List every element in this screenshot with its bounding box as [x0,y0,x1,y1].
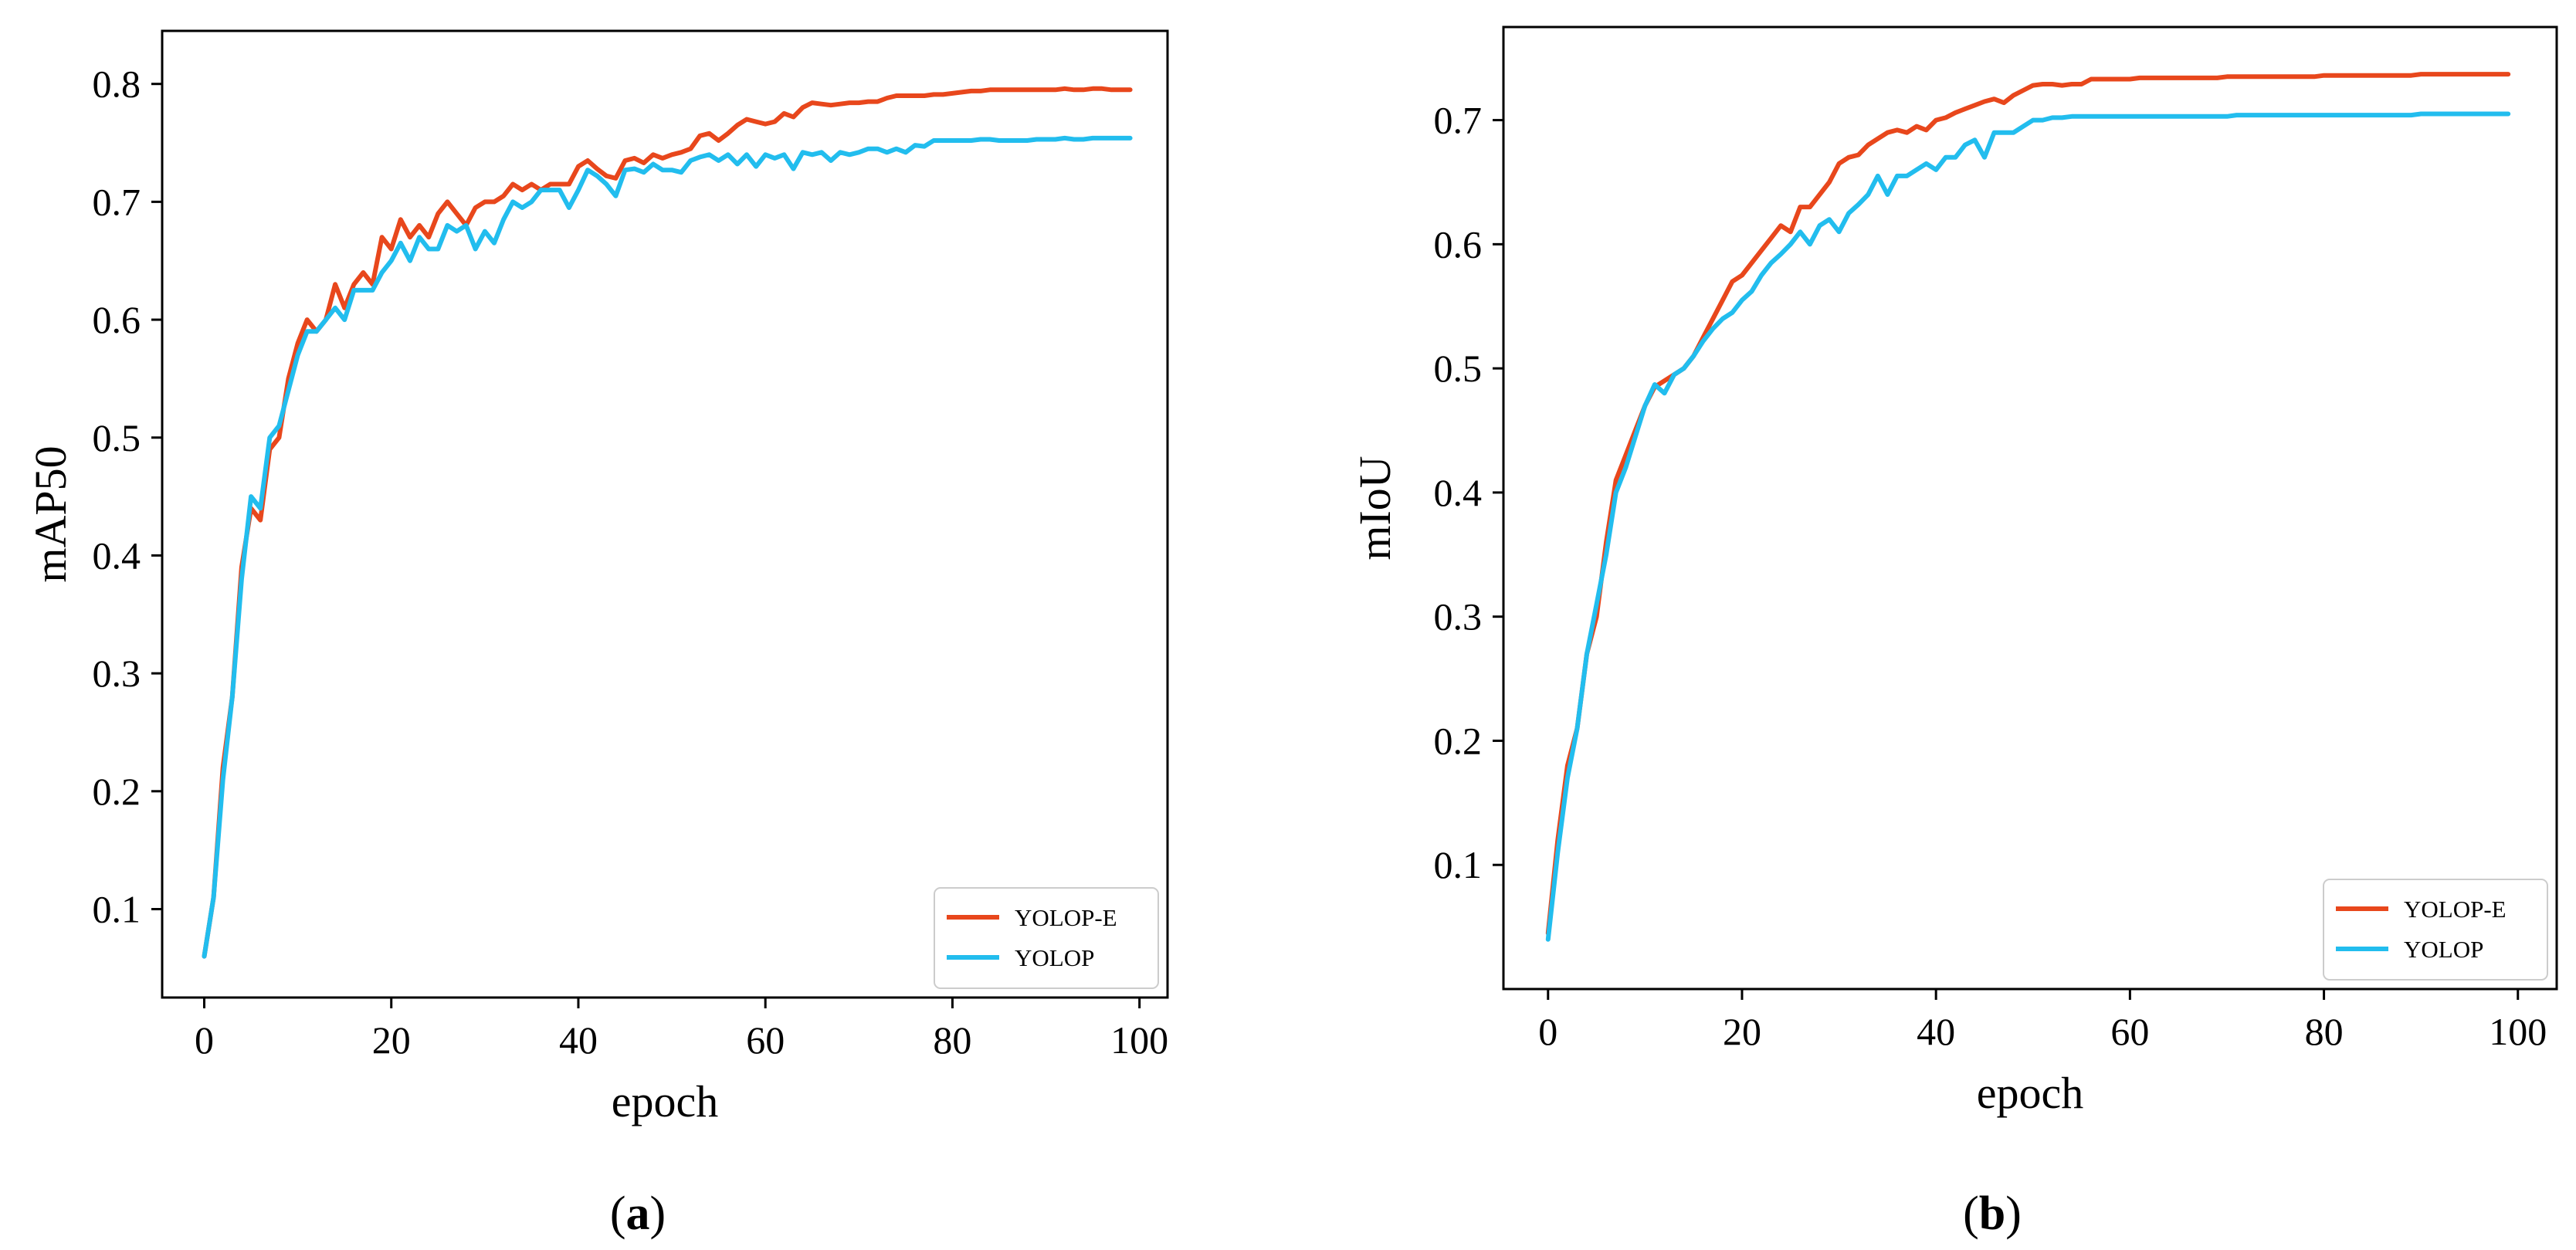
caption-letter: a [626,1187,650,1240]
y-tick-label: 0.7 [93,180,141,223]
y-tick-label: 0.8 [93,63,141,106]
y-tick-label: 0.2 [93,770,141,813]
y-tick-label: 0.2 [1434,719,1483,762]
x-tick-label: 40 [559,1018,598,1062]
x-tick-label: 60 [746,1018,785,1062]
chart-panel-b: 0 20 40 60 80 100 0.1 0.2 0.3 0.4 0.5 0.6 0.7 epoch mI… [1350,25,2558,1240]
y-tick-label: 0.5 [1434,347,1483,390]
x-tick-label: 60 [2110,1010,2149,1053]
y-tick-label: 0.1 [93,887,141,930]
x-tick-label: 100 [2489,1010,2547,1053]
y-tick-label: 0.1 [1434,843,1483,886]
x-tick-label: 80 [933,1018,971,1062]
y-tick-label: 0.6 [93,298,141,341]
caption-close-paren: ) [650,1187,666,1240]
y-tick-label: 0.4 [1434,471,1483,514]
y-axis-label: mIoU [1350,456,1400,560]
legend: YOLOP-E YOLOP [2323,879,2548,981]
legend-label-yolop: YOLOP [1015,944,1094,971]
legend-label-yolop: YOLOP [2404,936,2483,963]
chart-panel-a: 0 20 40 60 80 100 0.1 0.2 0.3 0.4 0.5 0.6 0.7 0.8 epoc… [25,29,1169,1240]
x-tick-label: 40 [1917,1010,1955,1053]
series-line-yolop [1545,111,2511,942]
y-axis-label: mAP50 [25,445,76,582]
x-axis-label: epoch [1977,1068,2084,1118]
x-axis-label: epoch [612,1076,719,1126]
legend-label-yolop-e: YOLOP-E [2404,896,2507,923]
legend-label-yolop-e: YOLOP-E [1015,904,1117,931]
plot-frame [161,29,1169,999]
series-line-yolop-e [1545,72,2511,936]
legend-box [2323,879,2548,981]
legend: YOLOP-E YOLOP [934,887,1159,989]
y-tick-label: 0.6 [1434,222,1483,266]
x-tick-label: 0 [1538,1010,1557,1053]
legend-box [934,887,1159,989]
y-tick-label: 0.5 [93,416,141,459]
series-line-yolop [202,135,1133,959]
caption-letter: b [1979,1187,2005,1240]
panel-caption: (a) [610,1187,666,1240]
x-tick-label: 20 [1723,1010,1761,1053]
y-tick-label: 0.7 [1434,99,1483,142]
panel-caption: (b) [1963,1187,2022,1240]
series-group [1545,72,2511,942]
series-line-yolop-e [202,86,1133,959]
y-tick-label: 0.4 [93,534,141,577]
series-group [202,86,1133,959]
x-tick-label: 0 [195,1018,214,1062]
y-tick-label: 0.3 [93,652,141,695]
x-tick-label: 100 [1110,1018,1168,1062]
x-tick-label: 20 [372,1018,411,1062]
caption-open-paren: ( [610,1187,626,1240]
caption-open-paren: ( [1963,1187,1979,1240]
y-tick-label: 0.3 [1434,595,1483,639]
caption-close-paren: ) [2005,1187,2022,1240]
plot-frame [1502,25,2558,991]
x-tick-label: 80 [2305,1010,2344,1053]
